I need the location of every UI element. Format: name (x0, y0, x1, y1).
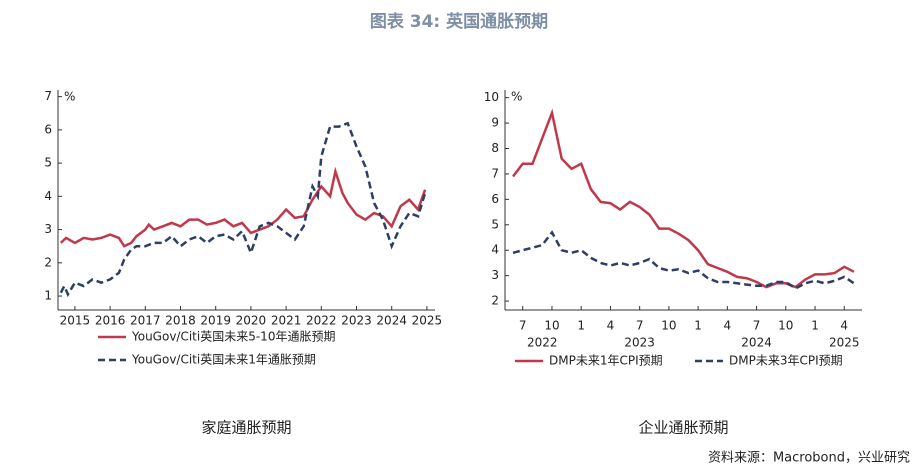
subtitle: 企业通胀预期 (638, 419, 728, 437)
y-tick-label: 6 (44, 122, 52, 136)
x-tick-label: 10 (661, 319, 676, 333)
x-tick-label: 2016 (95, 314, 126, 328)
source: 资料来源：Macrobond，兴业研究 (708, 451, 910, 466)
y-unit: % (511, 90, 522, 104)
x-tick-label: 7 (519, 319, 527, 333)
y-tick-label: 7 (44, 89, 52, 103)
y-unit: % (64, 90, 75, 104)
x-tick-label: 2020 (236, 314, 267, 328)
year-label: 2025 (829, 336, 860, 350)
x-tick-label: 1 (577, 319, 585, 333)
y-tick-label: 5 (44, 156, 52, 170)
y-tick-label: 7 (491, 166, 499, 180)
x-tick-label: 2022 (306, 314, 337, 328)
series-line (512, 108, 855, 289)
y-tick-label: 2 (44, 255, 52, 269)
x-tick-label: 10 (778, 319, 793, 333)
series-line (59, 166, 427, 248)
title: 图表 34: 英国通胀预期 (370, 11, 548, 32)
x-tick-label: 7 (636, 319, 644, 333)
x-tick-label: 1 (694, 319, 702, 333)
year-label: 2023 (624, 336, 655, 350)
y-tick-label: 9 (491, 116, 499, 130)
x-tick-label: 4 (724, 319, 732, 333)
x-tick-label: 2023 (341, 314, 372, 328)
legend-label: DMP未来3年CPI预期 (729, 354, 843, 368)
legend-label: YouGov/Citi英国未来5-10年通胀预期 (131, 330, 335, 344)
x-tick-label: 10 (544, 319, 559, 333)
x-tick-label: 1 (811, 319, 819, 333)
y-tick-label: 3 (491, 268, 499, 282)
y-tick-label: 10 (484, 90, 499, 104)
y-tick-label: 6 (491, 192, 499, 206)
legend-label: DMP未来1年CPI预期 (549, 354, 663, 368)
y-tick-label: 8 (491, 141, 499, 155)
x-tick-label: 7 (753, 319, 761, 333)
y-tick-label: 4 (491, 243, 499, 257)
x-tick-label: 2015 (60, 314, 91, 328)
x-tick-label: 4 (607, 319, 615, 333)
subtitle: 家庭通胀预期 (201, 419, 291, 437)
series-line (59, 121, 427, 298)
legend-label: YouGov/Citi英国未来1年通胀预期 (131, 353, 316, 367)
y-tick-label: 4 (44, 189, 52, 203)
x-tick-label: 2018 (165, 314, 196, 328)
series-line (512, 230, 855, 290)
x-tick-label: 2021 (271, 314, 302, 328)
x-tick-label: 2017 (130, 314, 161, 328)
y-tick-label: 3 (44, 222, 52, 236)
x-tick-label: 2025 (412, 314, 443, 328)
y-tick-label: 5 (491, 217, 499, 231)
x-tick-label: 2024 (376, 314, 407, 328)
year-label: 2022 (527, 336, 558, 350)
y-tick-label: 1 (44, 289, 52, 303)
x-tick-label: 2019 (200, 314, 231, 328)
x-tick-label: 4 (840, 319, 848, 333)
y-tick-label: 2 (491, 294, 499, 308)
year-label: 2024 (741, 336, 772, 350)
